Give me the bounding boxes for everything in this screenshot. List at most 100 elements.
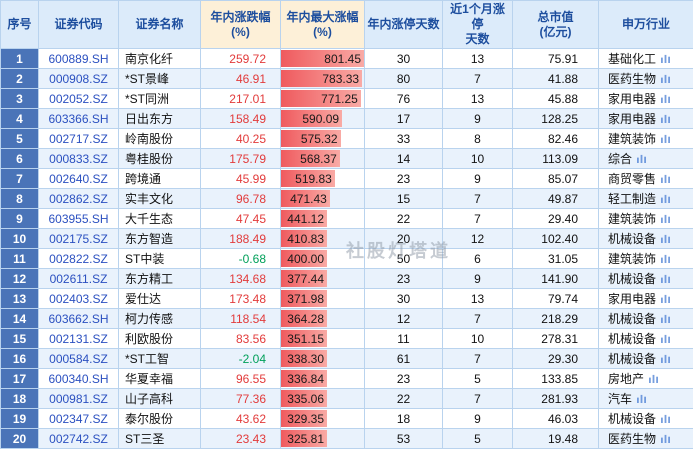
industry-chart-icon[interactable] [661, 134, 670, 143]
month-limit-up-days-cell: 13 [443, 49, 513, 69]
limit-up-days-cell: 23 [365, 369, 443, 389]
stock-code-cell: 002403.SZ [39, 289, 119, 309]
industry-chart-icon[interactable] [661, 114, 670, 123]
industry-cell: 机械设备 [599, 269, 693, 289]
max-gain-bar: 410.83 [281, 230, 327, 247]
market-cap-cell: 45.88 [513, 89, 599, 109]
table-row[interactable]: 2 000908.SZ *ST景峰 46.91 783.33 80 7 41.8… [1, 69, 693, 89]
market-cap-cell: 75.91 [513, 49, 599, 69]
seq-cell: 14 [1, 309, 39, 329]
table-row[interactable]: 20 002742.SZ ST三圣 23.43 325.81 53 5 19.4… [1, 429, 693, 449]
industry-chart-icon[interactable] [661, 414, 670, 423]
industry-chart-icon[interactable] [649, 374, 658, 383]
stock-code-cell: 002347.SZ [39, 409, 119, 429]
table-row[interactable]: 16 000584.SZ *ST工智 -2.04 338.30 61 7 29.… [1, 349, 693, 369]
max-gain-cell: 329.35 [281, 409, 365, 429]
column-header[interactable]: 年内涨跌幅 (%) [201, 1, 281, 49]
industry-chart-icon[interactable] [661, 94, 670, 103]
max-gain-cell: 338.30 [281, 349, 365, 369]
column-header[interactable]: 年内涨停天数 [365, 1, 443, 49]
month-limit-up-days-cell: 8 [443, 129, 513, 149]
limit-up-days-cell: 12 [365, 309, 443, 329]
seq-cell: 16 [1, 349, 39, 369]
max-gain-cell: 441.12 [281, 209, 365, 229]
column-header[interactable]: 序号 [1, 1, 39, 49]
column-header[interactable]: 近1个月涨停 天数 [443, 1, 513, 49]
limit-up-days-cell: 80 [365, 69, 443, 89]
ytd-change-cell: 83.56 [201, 329, 281, 349]
max-gain-cell: 377.44 [281, 269, 365, 289]
column-header[interactable]: 证券代码 [39, 1, 119, 49]
table-row[interactable]: 15 002131.SZ 利欧股份 83.56 351.15 11 10 278… [1, 329, 693, 349]
table-row[interactable]: 9 603955.SH 大千生态 47.45 441.12 22 7 29.40… [1, 209, 693, 229]
column-header[interactable]: 证券名称 [119, 1, 201, 49]
month-limit-up-days-cell: 5 [443, 369, 513, 389]
ytd-change-cell: 118.54 [201, 309, 281, 329]
table-row[interactable]: 19 002347.SZ 泰尔股份 43.62 329.35 18 9 46.0… [1, 409, 693, 429]
table-row[interactable]: 17 600340.SH 华夏幸福 96.55 336.84 23 5 133.… [1, 369, 693, 389]
stock-name-cell: 岭南股份 [119, 129, 201, 149]
industry-chart-icon[interactable] [661, 294, 670, 303]
industry-chart-icon[interactable] [661, 74, 670, 83]
table-row[interactable]: 1 600889.SH 南京化纤 259.72 801.45 30 13 75.… [1, 49, 693, 69]
industry-chart-icon[interactable] [661, 194, 670, 203]
industry-chart-icon[interactable] [661, 174, 670, 183]
stock-name-cell: 东方精工 [119, 269, 201, 289]
industry-chart-icon[interactable] [661, 314, 670, 323]
industry-chart-icon[interactable] [661, 334, 670, 343]
ytd-change-cell: 134.68 [201, 269, 281, 289]
max-gain-value: 338.30 [287, 352, 327, 366]
max-gain-cell: 568.37 [281, 149, 365, 169]
column-header[interactable]: 总市值 (亿元) [513, 1, 599, 49]
industry-name: 建筑装饰 [608, 212, 656, 226]
max-gain-cell: 471.43 [281, 189, 365, 209]
stock-name-cell: 大千生态 [119, 209, 201, 229]
market-cap-cell: 29.40 [513, 209, 599, 229]
max-gain-bar: 400.00 [281, 250, 327, 267]
market-cap-cell: 19.48 [513, 429, 599, 449]
stock-code-cell: 603662.SH [39, 309, 119, 329]
limit-up-days-cell: 17 [365, 109, 443, 129]
table-row[interactable]: 10 002175.SZ 东方智造 188.49 410.83 20 12 10… [1, 229, 693, 249]
table-row[interactable]: 13 002403.SZ 爱仕达 173.48 371.98 30 13 79.… [1, 289, 693, 309]
market-cap-cell: 79.74 [513, 289, 599, 309]
table-row[interactable]: 5 002717.SZ 岭南股份 40.25 575.32 33 8 82.46… [1, 129, 693, 149]
industry-chart-icon[interactable] [661, 214, 670, 223]
seq-cell: 20 [1, 429, 39, 449]
seq-cell: 18 [1, 389, 39, 409]
column-header[interactable]: 年内最大涨幅 (%) [281, 1, 365, 49]
table-row[interactable]: 8 002862.SZ 实丰文化 96.78 471.43 15 7 49.87… [1, 189, 693, 209]
market-cap-cell: 133.85 [513, 369, 599, 389]
table-row[interactable]: 4 603366.SH 日出东方 158.49 590.09 17 9 128.… [1, 109, 693, 129]
industry-chart-icon[interactable] [637, 394, 646, 403]
stock-code-cell: 002052.SZ [39, 89, 119, 109]
month-limit-up-days-cell: 10 [443, 149, 513, 169]
industry-chart-icon[interactable] [661, 234, 670, 243]
table-row[interactable]: 14 603662.SH 柯力传感 118.54 364.28 12 7 218… [1, 309, 693, 329]
industry-chart-icon[interactable] [661, 254, 670, 263]
ytd-change-cell: -0.68 [201, 249, 281, 269]
industry-chart-icon[interactable] [661, 434, 670, 443]
stock-code-cell: 000981.SZ [39, 389, 119, 409]
industry-chart-icon[interactable] [661, 274, 670, 283]
column-header[interactable]: 申万行业 [599, 1, 693, 49]
industry-chart-icon[interactable] [661, 54, 670, 63]
industry-chart-icon[interactable] [661, 354, 670, 363]
table-row[interactable]: 11 002822.SZ ST中装 -0.68 400.00 50 6 31.0… [1, 249, 693, 269]
industry-name: 医药生物 [608, 72, 656, 86]
stock-code-cell: 002611.SZ [39, 269, 119, 289]
table-row[interactable]: 12 002611.SZ 东方精工 134.68 377.44 23 9 141… [1, 269, 693, 289]
industry-chart-icon[interactable] [637, 154, 646, 163]
max-gain-bar: 441.12 [281, 210, 327, 227]
ytd-change-cell: 217.01 [201, 89, 281, 109]
stock-code-cell: 002822.SZ [39, 249, 119, 269]
table-row[interactable]: 3 002052.SZ *ST同洲 217.01 771.25 76 13 45… [1, 89, 693, 109]
industry-cell: 机械设备 [599, 409, 693, 429]
stock-name-cell: ST中装 [119, 249, 201, 269]
table-row[interactable]: 18 000981.SZ 山子高科 77.36 335.06 22 7 281.… [1, 389, 693, 409]
table-row[interactable]: 7 002640.SZ 跨境通 45.99 519.83 23 9 85.07 … [1, 169, 693, 189]
ytd-change-cell: 46.91 [201, 69, 281, 89]
ytd-change-cell: 175.79 [201, 149, 281, 169]
table-row[interactable]: 6 000833.SZ 粤桂股份 175.79 568.37 14 10 113… [1, 149, 693, 169]
